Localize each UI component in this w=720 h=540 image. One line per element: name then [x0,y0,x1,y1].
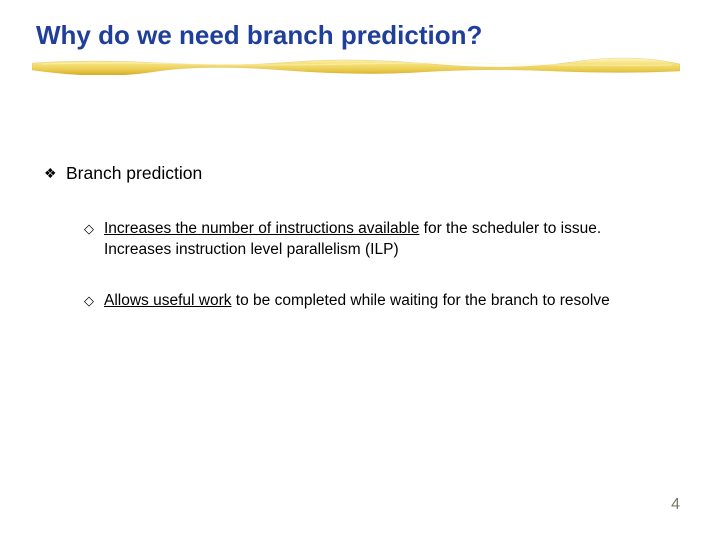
brush-stroke [32,58,680,75]
bullet-icon: ❖ [44,162,58,184]
slide-title: Why do we need branch prediction? [36,20,684,51]
bullet-level2: ◇ Increases the number of instructions a… [84,218,684,260]
underlined-phrase: Allows useful work [104,292,232,309]
sub-bullets: ◇ Increases the number of instructions a… [44,218,684,311]
bullet-text: Allows useful work to be completed while… [104,290,610,311]
bullet-rest: to be completed while waiting for the br… [232,292,610,309]
bullet-icon: ◇ [84,218,98,239]
bullet-icon: ◇ [84,290,98,311]
slide-content: ❖ Branch prediction ◇ Increases the numb… [36,162,684,311]
slide: Why do we need branch prediction? ❖ Bran… [0,0,720,540]
bullet-text: Increases the number of instructions ava… [104,218,654,260]
bullet-level1: ❖ Branch prediction [44,162,684,184]
bullet-text: Branch prediction [66,162,202,184]
page-number: 4 [671,496,680,514]
title-underline [32,57,680,75]
bullet-level2: ◇ Allows useful work to be completed whi… [84,290,684,311]
underlined-phrase: Increases the number of instructions ava… [104,220,419,237]
